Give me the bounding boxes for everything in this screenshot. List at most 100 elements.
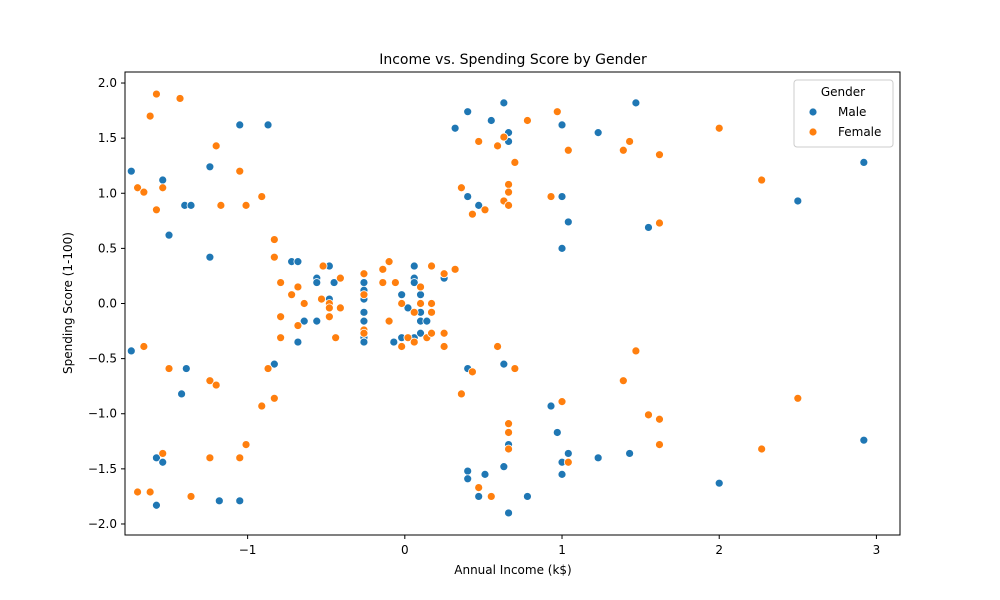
scatter-point-female	[133, 183, 142, 193]
scatter-point-female	[557, 397, 567, 407]
legend-label-male: Male	[838, 105, 866, 119]
x-axis: −1 0 1 2 3	[239, 535, 880, 557]
scatter-point-male	[523, 492, 532, 501]
scatter-point-female	[427, 261, 436, 271]
scatter-point-female	[552, 107, 562, 117]
scatter-point-female	[216, 200, 226, 210]
scatter-point-female	[427, 307, 436, 317]
scatter-point-female	[504, 428, 513, 437]
scatter-point-male	[463, 474, 473, 484]
scatter-point-male	[625, 449, 635, 458]
scatter-point-female	[186, 492, 196, 501]
scatter-point-female	[269, 252, 279, 262]
scatter-point-female	[563, 457, 573, 467]
legend-box	[793, 79, 894, 148]
scatter-point-female	[269, 235, 279, 244]
scatter-point-female	[397, 299, 407, 308]
scatter-point-female	[439, 342, 449, 351]
scatter-point-female	[384, 257, 394, 267]
x-tick-label: 2	[715, 543, 723, 557]
scatter-point-female	[335, 303, 345, 313]
scatter-point-male	[293, 257, 303, 267]
scatter-point-female	[439, 328, 449, 338]
x-tick-label: 0	[401, 543, 409, 557]
scatter-point-male	[181, 364, 191, 373]
scatter-point-female	[241, 200, 251, 210]
scatter-point-female	[499, 132, 509, 142]
scatter-point-female	[175, 94, 185, 103]
scatter-point-male	[859, 435, 869, 445]
scatter-point-female	[510, 157, 520, 167]
scatter-point-female	[205, 376, 215, 386]
scatter-point-male	[450, 123, 460, 133]
scatter-point-male	[644, 223, 653, 232]
scatter-point-male	[504, 508, 513, 518]
legend-marker-female	[808, 127, 818, 137]
legend: Gender Male Female	[793, 79, 894, 148]
scatter-point-female	[468, 209, 477, 219]
scatter-point-male	[793, 196, 803, 206]
scatter-point-male	[416, 328, 425, 338]
scatter-point-female	[359, 328, 369, 338]
scatter-point-female	[397, 342, 407, 351]
scatter-point-female	[359, 290, 369, 300]
scatter-point-female	[493, 141, 502, 151]
scatter-point-female	[618, 376, 628, 386]
scatter-point-female	[276, 312, 286, 322]
scatter-point-female	[793, 393, 803, 403]
scatter-point-male	[463, 192, 473, 201]
scatter-point-female	[546, 192, 556, 201]
scatter-point-male	[859, 157, 869, 167]
scatter-point-female	[324, 303, 334, 313]
scatter-point-male	[359, 307, 369, 317]
scatter-point-female	[427, 328, 436, 338]
scatter-point-female	[468, 367, 477, 377]
scatter-point-male	[359, 278, 369, 287]
scatter-point-male	[499, 98, 509, 108]
scatter-point-female	[523, 116, 532, 125]
scatter-point-male	[299, 316, 309, 326]
scatter-point-male	[463, 466, 473, 476]
scatter-point-female	[655, 218, 664, 228]
scatter-point-male	[269, 359, 279, 369]
scatter-point-female	[757, 175, 767, 185]
scatter-point-male	[126, 346, 136, 356]
scatter-point-female	[145, 487, 155, 497]
scatter-point-female	[235, 453, 245, 463]
scatter-point-male	[214, 496, 224, 506]
x-tick-label: −1	[239, 543, 257, 557]
scatter-point-female	[403, 333, 413, 343]
scatter-point-female	[563, 145, 573, 155]
scatter-point-male	[474, 200, 484, 210]
scatter-point-female	[139, 342, 149, 351]
scatter-point-male	[359, 316, 369, 326]
scatter-point-male	[397, 290, 407, 300]
scatter-point-female	[145, 111, 155, 121]
scatter-point-female	[235, 166, 245, 176]
scatter-point-male	[474, 492, 484, 501]
scatter-point-female	[211, 141, 221, 151]
scatter-point-female	[152, 89, 161, 99]
scatter-point-female	[416, 282, 425, 292]
scatter-point-female	[331, 333, 341, 343]
legend-label-female: Female	[838, 125, 881, 139]
scatter-point-male	[631, 98, 641, 108]
scatter-point-female	[257, 192, 267, 201]
scatter-point-female	[378, 278, 388, 287]
scatter-point-male	[499, 359, 509, 369]
scatter-point-male	[205, 252, 215, 262]
scatter-point-female	[241, 440, 251, 450]
scatter-point-female	[757, 444, 767, 454]
scatter-point-female	[493, 342, 502, 351]
y-tick-label: 0.0	[98, 297, 117, 311]
legend-title: Gender	[821, 85, 865, 99]
scatter-point-female	[276, 333, 286, 343]
scatter-point-female	[504, 419, 513, 429]
scatter-point-female	[416, 299, 425, 308]
scatter-point-female	[474, 137, 484, 146]
scatter-point-male	[164, 230, 174, 240]
scatter-point-female	[474, 483, 484, 493]
scatter-point-male	[557, 192, 567, 201]
scatter-point-female	[158, 449, 168, 458]
